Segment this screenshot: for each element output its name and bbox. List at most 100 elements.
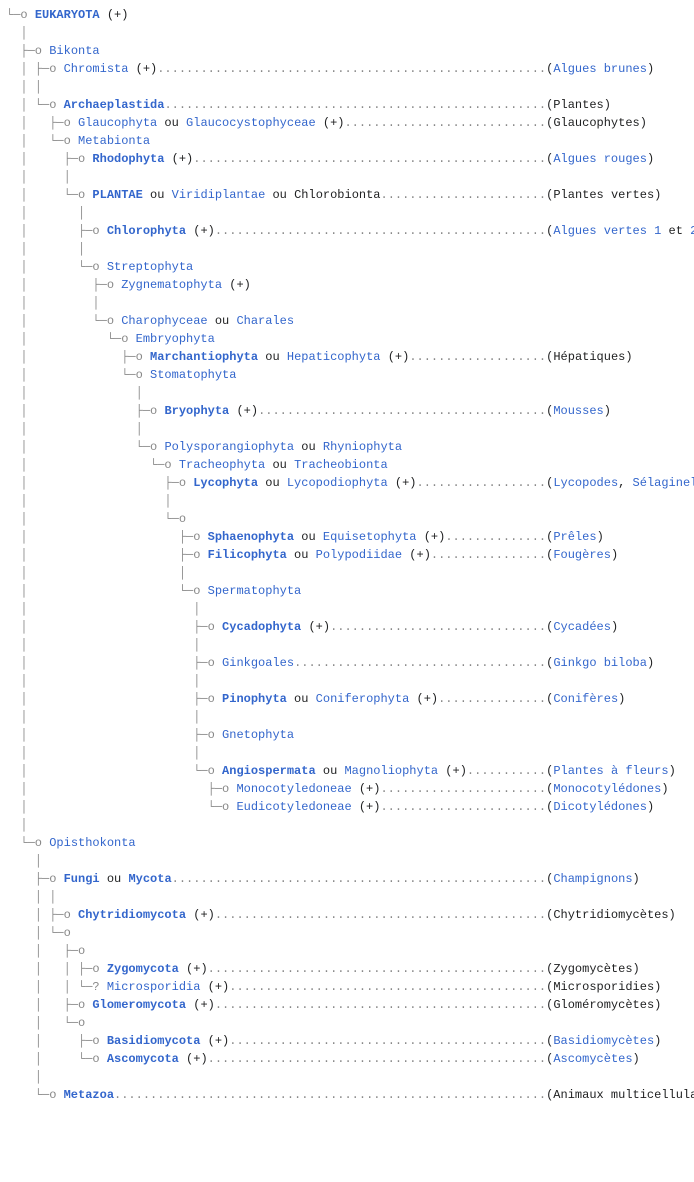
taxon-link[interactable]: Angiospermata <box>222 764 316 778</box>
taxon-link[interactable]: 2 <box>690 224 694 238</box>
taxon-link[interactable]: Fougères <box>553 548 611 562</box>
taxon-link[interactable]: Gnetophyta <box>222 728 294 742</box>
taxon-link[interactable]: Microsporidia <box>107 980 201 994</box>
taxon-link[interactable]: Bryophyta <box>164 404 229 418</box>
taxon-link[interactable]: Lycophyta <box>193 476 258 490</box>
taxon-link[interactable]: Zygomycota <box>107 962 179 976</box>
taxon-link[interactable]: Lycopodiophyta <box>287 476 388 490</box>
taxon-link[interactable]: Charophyceae <box>121 314 207 328</box>
tree-row: │ ├─o Glaucophyta ou Glaucocystophyceae … <box>6 114 688 132</box>
tree-prefix: │ ├─o <box>6 278 121 292</box>
taxon-link[interactable]: Sélaginelles <box>633 476 694 490</box>
taxon-link[interactable]: Rhodophyta <box>92 152 164 166</box>
tree-prefix: │ └─o <box>6 314 121 328</box>
taxon-link[interactable]: Filicophyta <box>208 548 287 562</box>
tree-prefix: │ ├─o <box>6 350 150 364</box>
taxon-link[interactable]: Dicotylédones <box>553 800 647 814</box>
taxon-link[interactable]: Sphaenophyta <box>208 530 294 544</box>
taxon-link[interactable]: Basidiomycètes <box>553 1034 654 1048</box>
note: (Microsporidies) <box>546 980 661 994</box>
taxon-link[interactable]: Algues vertes 1 <box>553 224 661 238</box>
taxon-link[interactable]: Equisetophyta <box>323 530 417 544</box>
taxon-link[interactable]: Rhyniophyta <box>323 440 402 454</box>
taxon-link[interactable]: Fungi <box>64 872 100 886</box>
tree-row: │ └─o Tracheophyta ou Tracheobionta <box>6 456 688 474</box>
leader-dots: ........................................… <box>229 980 546 994</box>
tree-prefix: │ └─o <box>6 440 164 454</box>
taxon-link[interactable]: Metabionta <box>78 134 150 148</box>
tree-prefix: │ │ <box>6 710 200 724</box>
tree-row: │ │ └─? Microsporidia (+)...............… <box>6 978 688 996</box>
taxon-link[interactable]: Tracheophyta <box>179 458 265 472</box>
taxon-link[interactable]: Cycadées <box>553 620 611 634</box>
taxon-link[interactable]: Spermatophyta <box>208 584 302 598</box>
note: (Chytridiomycètes) <box>546 908 676 922</box>
tree-prefix: │ │ <box>6 296 100 310</box>
taxon-link[interactable]: Chlorophyta <box>107 224 186 238</box>
taxon-link[interactable]: Polysporangiophyta <box>164 440 294 454</box>
note: (Glaucophytes) <box>546 116 647 130</box>
note: (Algues rouges) <box>546 152 654 166</box>
taxon-link[interactable]: Tracheobionta <box>294 458 388 472</box>
taxon-link[interactable]: Champignons <box>553 872 632 886</box>
taxon-link[interactable]: Pinophyta <box>222 692 287 706</box>
note: (Animaux multicellulaires) <box>546 1088 694 1102</box>
taxon-link[interactable]: Ginkgoales <box>222 656 294 670</box>
taxon-link[interactable]: Embryophyta <box>136 332 215 346</box>
taxon-link[interactable]: Glomeromycota <box>92 998 186 1012</box>
taxon-link[interactable]: Algues rouges <box>553 152 647 166</box>
taxon-link[interactable]: Archaeplastida <box>64 98 165 112</box>
tree-row: │ <box>6 1068 688 1086</box>
note: (Cycadées) <box>546 620 618 634</box>
taxon-link[interactable]: Bikonta <box>49 44 99 58</box>
tree-row: │ └─o <box>6 1014 688 1032</box>
taxon-link[interactable]: Lycopodes <box>553 476 618 490</box>
tree-prefix: │ ├─o <box>6 404 164 418</box>
taxon-link[interactable]: Ginkgo biloba <box>553 656 647 670</box>
taxon-link[interactable]: Magnoliophyta <box>344 764 438 778</box>
taxon-link[interactable]: Streptophyta <box>107 260 193 274</box>
taxon-link[interactable]: Algues brunes <box>553 62 647 76</box>
leader-dots: .............................. <box>330 620 546 634</box>
taxon-link[interactable]: Opisthokonta <box>49 836 135 850</box>
taxon-link[interactable]: Hepaticophyta <box>287 350 381 364</box>
leader-dots: ........................................… <box>215 908 546 922</box>
note: (Hépatiques) <box>546 350 632 364</box>
taxon-link[interactable]: Mousses <box>553 404 603 418</box>
taxon-link[interactable]: EUKARYOTA <box>35 8 100 22</box>
taxon-link[interactable]: Ascomycota <box>107 1052 179 1066</box>
taxon-link[interactable]: Cycadophyta <box>222 620 301 634</box>
taxon-link[interactable]: Plantes à fleurs <box>553 764 668 778</box>
taxon-link[interactable]: Zygnematophyta <box>121 278 222 292</box>
taxon-link[interactable]: Polypodiidae <box>316 548 402 562</box>
taxon-link[interactable]: Glaucocystophyceae <box>186 116 316 130</box>
taxon-link[interactable]: Chytridiomycota <box>78 908 186 922</box>
taxon-link[interactable]: Mycota <box>128 872 171 886</box>
tree-prefix: │ └─o <box>6 800 236 814</box>
leader-dots: ............................ <box>344 116 546 130</box>
taxon-link[interactable]: Marchantiophyta <box>150 350 258 364</box>
note: (Mousses) <box>546 404 611 418</box>
taxon-link[interactable]: Charales <box>236 314 294 328</box>
tree-row: │ │ <box>6 600 688 618</box>
taxon-link[interactable]: Conifères <box>553 692 618 706</box>
taxon-link[interactable]: Ascomycètes <box>553 1052 632 1066</box>
taxon-link[interactable]: Glaucophyta <box>78 116 157 130</box>
taxon-link[interactable]: Chromista <box>64 62 129 76</box>
tree-row: │ │ <box>6 78 688 96</box>
taxon-link[interactable]: Monocotyledoneae <box>236 782 351 796</box>
taxon-link[interactable]: Basidiomycota <box>107 1034 201 1048</box>
taxon-link[interactable]: Coniferophyta <box>316 692 410 706</box>
tree-prefix: │ └─o <box>6 332 136 346</box>
taxon-link[interactable]: Prêles <box>553 530 596 544</box>
taxon-link[interactable]: Metazoa <box>64 1088 114 1102</box>
taxon-link[interactable]: Eudicotyledoneae <box>236 800 351 814</box>
taxon-link[interactable]: Viridiplantae <box>172 188 266 202</box>
taxon-link[interactable]: PLANTAE <box>92 188 142 202</box>
taxon-link[interactable]: Monocotylédones <box>553 782 661 796</box>
note: (Zygomycètes) <box>546 962 640 976</box>
taxon-link[interactable]: Stomatophyta <box>150 368 236 382</box>
leader-dots: ........................................… <box>114 1088 546 1102</box>
note: (Algues brunes) <box>546 62 654 76</box>
tree-row: │ └─o Eudicotyledoneae (+)..............… <box>6 798 688 816</box>
